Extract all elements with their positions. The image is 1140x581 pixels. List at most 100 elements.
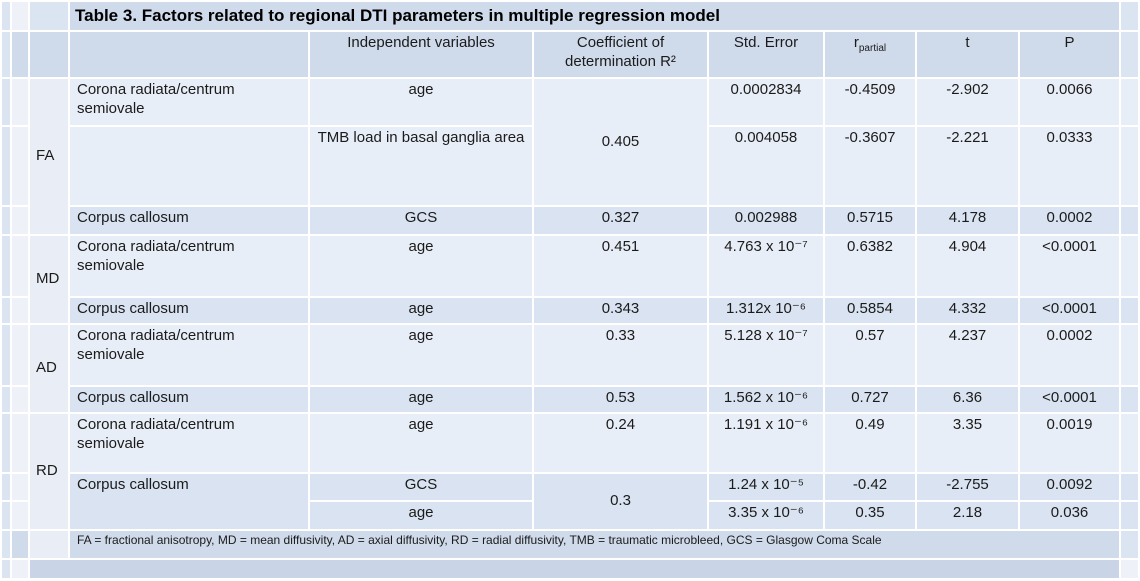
t-cell: 4.237 [917,325,1018,385]
spacer-cell [2,207,10,234]
p-cell: 0.0092 [1020,474,1119,500]
spacer-cell [1121,502,1138,529]
r-label: r [853,34,859,51]
indep-cell: TMB load in basal ganglia area [310,127,532,205]
indep-cell: GCS [310,474,532,500]
column-header-t: t [917,32,1018,77]
column-header-std-error: Std. Error [709,32,823,77]
indep-cell: age [310,502,532,529]
p-cell: 0.0002 [1020,325,1119,385]
spacer-cell [12,127,28,205]
r-partial-cell: 0.727 [825,387,915,412]
table-footnote: FA = fractional anisotropy, MD = mean di… [70,531,1119,558]
table-row: Corpus callosum age 0.53 1.562 x 10⁻⁶ 0.… [2,387,1138,412]
column-header-p: P [1020,32,1119,77]
table-row: FA Corona radiata/centrum semiovale age … [2,79,1138,234]
r-partial-cell: 0.35 [825,502,915,529]
region-cell: Corona radiata/centrum semiovale [70,236,308,296]
spacer-cell [12,79,28,125]
spacer-cell [2,387,10,412]
region-cell [70,127,308,205]
column-header-coefficient: Coefficient of determination R² [534,32,707,77]
region-cell: Corpus callosum [70,298,308,323]
spacer-cell [30,2,68,30]
spacer-cell [1121,236,1138,296]
r-partial-cell: -0.4509 [825,79,915,125]
coef-cell: 0.343 [534,298,707,323]
column-header-region [70,32,308,77]
spacer-cell [2,236,10,296]
r-partial-cell: 0.57 [825,325,915,385]
r-partial-cell: 0.6382 [825,236,915,296]
t-cell: -2.755 [917,474,1018,500]
spacer-cell [1121,79,1138,125]
table-row: age 3.35 x 10⁻⁶ 0.35 2.18 0.036 [2,502,1138,529]
table-row: Corpus callosum GCS 0.327 0.002988 0.571… [2,207,1138,234]
spacer-cell [2,79,10,125]
r-partial-cell: 0.49 [825,414,915,472]
std-error-cell: 0.0002834 [709,79,823,125]
column-header-independent: Independent variables [310,32,532,77]
region-cell: Corpus callosum [70,387,308,412]
spacer-cell [12,502,28,529]
indep-cell: age [310,79,532,125]
table-title: Table 3. Factors related to regional DTI… [70,2,1119,30]
group-label-rd: RD [30,414,68,529]
title-row: Table 3. Factors related to regional DTI… [2,2,1138,30]
t-cell: 4.904 [917,236,1018,296]
p-cell: 0.0002 [1020,207,1119,234]
spacer-cell [1121,2,1138,30]
spacer-cell [12,531,28,558]
coef-cell: 0.3 [534,474,707,529]
table-row: MD Corona radiata/centrum semiovale age … [2,236,1138,323]
std-error-cell: 1.24 x 10⁻⁵ [709,474,823,500]
group-label-ad: AD [30,325,68,412]
p-cell: <0.0001 [1020,387,1119,412]
region-cell: Corona radiata/centrum semiovale [70,325,308,385]
spacer-cell [12,2,28,30]
column-header-r-partial: rpartial [825,32,915,77]
coef-cell: 0.327 [534,207,707,234]
p-cell: <0.0001 [1020,298,1119,323]
indep-cell: age [310,236,532,296]
r-partial-cell: 0.5854 [825,298,915,323]
spacer-cell [12,207,28,234]
t-cell: 3.35 [917,414,1018,472]
coef-cell: 0.24 [534,414,707,472]
table-row: Corpus callosum age 0.343 1.312x 10⁻⁶ 0.… [2,298,1138,323]
header-row: Independent variables Coefficient of det… [2,32,1138,77]
spacer-cell [1121,560,1138,578]
t-cell: 2.18 [917,502,1018,529]
spacer-cell [12,387,28,412]
spacer-cell [1121,127,1138,205]
table-row: AD Corona radiata/centrum semiovale age … [2,325,1138,412]
t-cell: 4.332 [917,298,1018,323]
indep-cell: age [310,298,532,323]
std-error-cell: 5.128 x 10⁻⁷ [709,325,823,385]
bottom-empty-row [2,560,1138,578]
std-error-cell: 1.562 x 10⁻⁶ [709,387,823,412]
spacer-cell [12,325,28,385]
table-row: TMB load in basal ganglia area 0.004058 … [2,127,1138,205]
indep-cell: age [310,387,532,412]
r-subscript: partial [858,43,887,54]
p-cell: 0.0019 [1020,414,1119,472]
spacer-cell [1121,298,1138,323]
spacer-cell [12,414,28,472]
region-cell: Corpus callosum [70,207,308,234]
table-row: Corpus callosum GCS 0.3 1.24 x 10⁻⁵ -0.4… [2,474,1138,529]
p-cell: 0.0066 [1020,79,1119,125]
coef-cell: 0.405 [534,79,707,205]
spacer-cell [1121,387,1138,412]
spacer-cell [12,236,28,296]
p-cell: <0.0001 [1020,236,1119,296]
spacer-cell [2,325,10,385]
spacer-cell [2,560,10,578]
t-cell: 4.178 [917,207,1018,234]
indep-cell: GCS [310,207,532,234]
p-cell: 0.036 [1020,502,1119,529]
std-error-cell: 0.004058 [709,127,823,205]
r-partial-cell: -0.42 [825,474,915,500]
spacer-cell [2,414,10,472]
